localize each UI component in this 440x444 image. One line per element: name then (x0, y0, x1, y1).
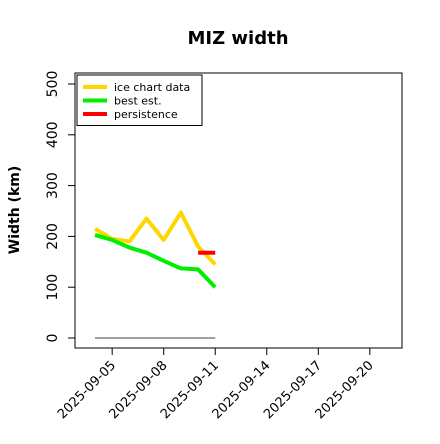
x-axis: 2025-09-052025-09-082025-09-112025-09-14… (55, 347, 377, 422)
y-tick-label: 500 (45, 71, 61, 98)
y-tick-label: 300 (45, 172, 61, 199)
y-tick-label: 400 (45, 121, 61, 148)
chart-title: MIZ width (187, 28, 288, 49)
legend-label: best est. (114, 95, 162, 108)
y-tick-label: 200 (45, 223, 61, 250)
y-axis-label: Width (km) (7, 166, 23, 255)
legend-label: persistence (114, 108, 178, 121)
series-lines (93, 210, 217, 339)
y-tick-label: 100 (45, 274, 61, 301)
y-axis: 0 100 200 300 400 500 (45, 71, 76, 343)
legend-label: ice chart data (114, 81, 190, 94)
y-tick-label: 0 (45, 334, 61, 343)
series-line (94, 232, 217, 289)
